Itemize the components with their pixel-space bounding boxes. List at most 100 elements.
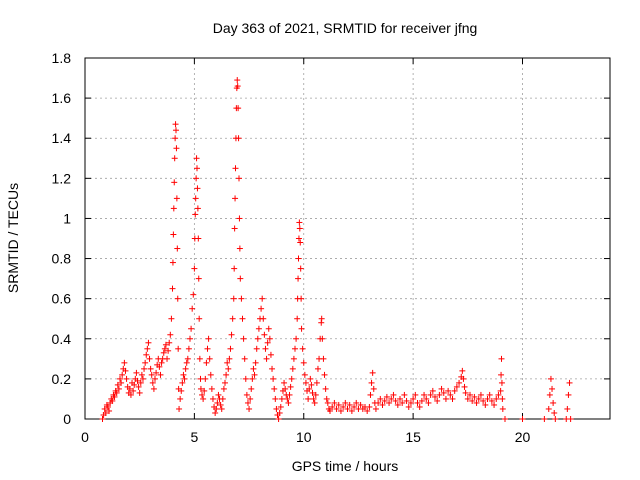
data-point	[122, 367, 129, 374]
y-tick-labels: 0 0.2 0.4 0.6 0.8 1 1.2 1.4 1.6 1.8	[52, 50, 72, 427]
data-point	[138, 371, 145, 378]
data-point	[253, 345, 260, 352]
data-point	[179, 379, 186, 386]
data-point	[295, 235, 302, 242]
data-point	[377, 395, 384, 402]
data-point	[247, 395, 254, 402]
data-point	[442, 395, 449, 402]
data-point	[168, 315, 175, 322]
data-point	[243, 391, 250, 398]
data-point	[318, 315, 325, 322]
y-tick-label: 0.6	[52, 291, 72, 307]
data-point	[566, 379, 573, 386]
data-point	[567, 416, 574, 422]
data-point	[269, 365, 276, 372]
data-point	[541, 416, 548, 422]
data-point	[194, 165, 200, 172]
data-point	[438, 385, 445, 392]
data-point	[545, 405, 552, 412]
data-point	[473, 399, 480, 406]
data-point	[174, 245, 181, 252]
data-point	[254, 335, 261, 342]
data-point	[204, 345, 211, 352]
data-point	[319, 335, 326, 342]
data-point	[248, 385, 255, 392]
data-point	[445, 387, 452, 394]
y-axis-title: SRMTID / TECUs	[5, 183, 21, 293]
data-point	[488, 397, 495, 404]
data-point	[394, 401, 401, 408]
data-point	[298, 325, 305, 332]
data-point	[290, 355, 297, 362]
data-point	[296, 219, 303, 226]
data-point	[297, 239, 304, 246]
data-point	[399, 399, 406, 406]
data-point	[241, 355, 248, 362]
data-point	[240, 335, 247, 342]
data-point	[447, 391, 454, 398]
data-point	[203, 359, 210, 366]
data-point	[178, 387, 185, 394]
data-point	[367, 391, 374, 398]
data-point	[324, 399, 331, 406]
data-point	[231, 265, 238, 272]
data-point	[126, 385, 133, 392]
data-point	[169, 285, 176, 292]
data-point	[130, 387, 137, 394]
data-point	[261, 331, 268, 338]
data-point	[552, 416, 559, 422]
data-point	[285, 399, 292, 406]
data-point	[323, 395, 330, 402]
data-point	[224, 359, 231, 366]
data-point	[453, 383, 460, 390]
data-point	[418, 397, 425, 404]
data-point	[302, 379, 309, 386]
data-point	[177, 395, 184, 402]
y-tick-label: 0	[63, 411, 71, 427]
data-point	[238, 295, 245, 302]
y-tick-label: 1.8	[52, 50, 72, 66]
data-point	[493, 395, 500, 402]
x-tick-label: 0	[81, 429, 89, 445]
data-point	[321, 371, 328, 378]
data-point	[305, 395, 312, 402]
data-point	[410, 395, 417, 402]
data-point	[281, 379, 288, 386]
data-point	[340, 403, 347, 410]
data-point	[383, 393, 390, 400]
data-point	[217, 401, 224, 408]
data-point	[551, 409, 558, 416]
data-point	[156, 363, 163, 370]
data-point	[236, 175, 242, 182]
data-point	[342, 399, 349, 406]
data-point	[176, 405, 183, 412]
data-point	[546, 391, 553, 398]
data-point	[180, 371, 187, 378]
data-point	[250, 365, 257, 372]
data-point	[114, 381, 121, 388]
data-point	[212, 409, 219, 416]
data-point	[153, 369, 160, 376]
data-point	[181, 375, 188, 382]
data-point	[161, 345, 168, 352]
data-point	[113, 389, 120, 396]
data-point	[300, 359, 307, 366]
data-point	[146, 355, 153, 362]
data-point	[173, 145, 180, 152]
data-point	[314, 365, 321, 372]
data-point	[208, 385, 215, 392]
data-point	[227, 345, 234, 352]
data-point	[327, 407, 333, 414]
data-point	[329, 403, 336, 410]
data-point	[436, 391, 443, 398]
data-point	[106, 407, 113, 414]
data-point	[467, 391, 473, 398]
data-point	[194, 185, 201, 192]
data-point	[174, 295, 181, 302]
data-point	[175, 345, 182, 352]
data-point	[276, 409, 283, 416]
data-point	[160, 349, 167, 356]
data-point	[201, 387, 208, 394]
data-point	[214, 399, 221, 406]
